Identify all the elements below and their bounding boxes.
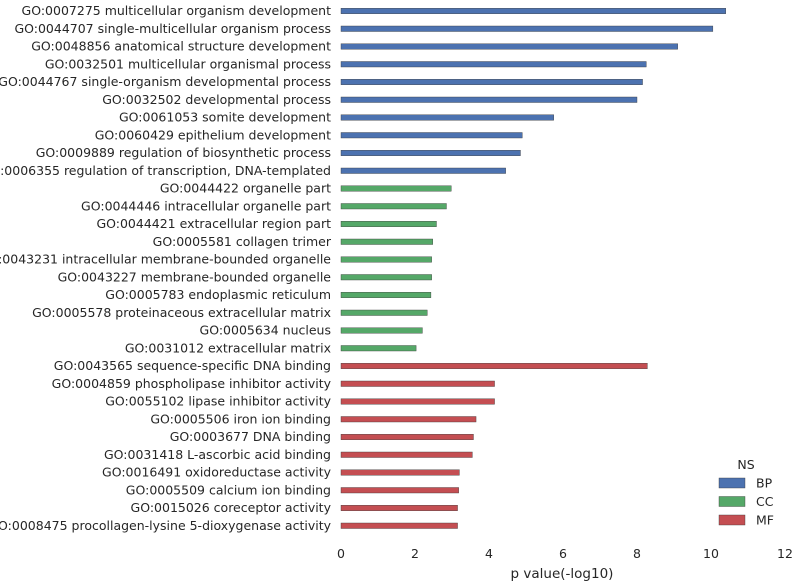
bar-bp: [340, 150, 521, 156]
category-label: GO:0044767 single-organism developmental…: [0, 74, 331, 89]
category-label: GO:0061053 somite development: [119, 110, 331, 125]
category-label: GO:0043227 membrane-bounded organelle: [58, 269, 332, 284]
category-label: GO:0043231 intracellular membrane-bounde…: [0, 252, 331, 267]
bar-bp: [340, 132, 523, 139]
x-tick-label: 12: [777, 546, 793, 561]
bar-mf: [340, 380, 495, 387]
bar-bp: [340, 114, 554, 121]
category-label: GO:0005506 iron ion binding: [150, 411, 331, 426]
category-label: GO:0005634 nucleus: [200, 323, 331, 338]
category-label: GO:0008475 procollagen-lysine 5-dioxygen…: [0, 518, 332, 533]
category-label: GO:0043565 sequence-specific DNA binding: [54, 358, 331, 373]
bar-cc: [340, 327, 423, 334]
bar-cc: [340, 274, 432, 281]
x-tick-label: 4: [485, 546, 493, 561]
category-label: GO:0003677 DNA binding: [170, 429, 331, 444]
category-label: GO:0031012 extracellular matrix: [125, 340, 331, 355]
bar-mf: [340, 505, 458, 511]
category-label: GO:0015026 coreceptor activity: [131, 500, 332, 515]
bar-cc: [340, 185, 452, 192]
category-label: GO:0044446 intracellular organelle part: [81, 198, 331, 213]
bar-cc: [340, 345, 417, 352]
bar-bp: [340, 167, 506, 174]
category-label: GO:0007275 multicellular organism develo…: [22, 3, 332, 18]
x-tick-label: 2: [411, 546, 419, 561]
category-label: GO:0060429 epithelium development: [95, 127, 331, 142]
category-label: GO:0055102 lipase inhibitor activity: [105, 394, 331, 409]
bar-mf: [340, 363, 648, 369]
bar-bp: [340, 8, 726, 14]
bar-cc: [340, 309, 428, 316]
category-label: GO:0009889 regulation of biosynthetic pr…: [36, 145, 331, 160]
legend-label-mf: MF: [756, 513, 774, 528]
bar-bp: [340, 25, 714, 32]
x-axis-ticks: 0 2 4 6 8 10 12: [337, 546, 793, 561]
bars: [340, 8, 726, 529]
category-label: GO:0005783 endoplasmic reticulum: [105, 287, 331, 302]
bar-mf: [340, 487, 459, 494]
category-label: GO:0044707 single-multicellular organism…: [14, 21, 331, 36]
legend-swatch-cc: [718, 496, 746, 507]
bar-mf: [340, 416, 477, 423]
x-axis-title: p value(-log10): [511, 566, 614, 582]
bar-mf: [340, 469, 460, 476]
category-label: GO:0005509 calcium ion binding: [126, 482, 331, 497]
bar-cc: [340, 238, 433, 245]
category-label: GO:0016491 oxidoreductase activity: [102, 465, 332, 480]
bar-bp: [340, 61, 647, 68]
bar-cc: [340, 256, 432, 263]
bar-mf: [340, 522, 458, 529]
x-tick-label: 6: [559, 546, 567, 561]
bar-mf: [340, 398, 495, 405]
category-label: GO:0048856 anatomical structure developm…: [31, 39, 331, 54]
x-tick-label: 0: [337, 546, 345, 561]
category-label: GO:0006355 regulation of transcription, …: [0, 163, 331, 178]
x-tick-label: 10: [703, 546, 719, 561]
category-label: GO:0044421 extracellular region part: [96, 216, 331, 231]
legend-swatch-mf: [718, 514, 746, 526]
category-labels: GO:0007275 multicellular organism develo…: [0, 3, 332, 533]
category-label: GO:0005581 collagen trimer: [153, 234, 332, 249]
x-tick-label: 8: [633, 546, 641, 561]
bar-bp: [340, 96, 638, 103]
bar-mf: [340, 451, 473, 458]
legend-title: NS: [737, 457, 754, 472]
legend-swatch-bp: [718, 477, 746, 489]
legend-label-bp: BP: [756, 476, 773, 491]
category-label: GO:0005578 proteinaceous extracellular m…: [32, 305, 331, 320]
bar-cc: [340, 292, 432, 298]
category-label: GO:0004859 phospholipase inhibitor activ…: [52, 376, 332, 391]
bar-bp: [340, 79, 643, 85]
legend-label-cc: CC: [756, 494, 774, 509]
bar-bp: [340, 43, 678, 50]
category-label: GO:0044422 organelle part: [160, 181, 331, 196]
legend: NS BP CC MF: [718, 457, 774, 528]
bar-cc: [340, 221, 437, 227]
category-label: GO:0031418 L-ascorbic acid binding: [104, 447, 331, 462]
category-label: GO:0032501 multicellular organismal proc…: [45, 56, 331, 71]
bar-cc: [340, 203, 447, 210]
bar-mf: [340, 434, 474, 440]
category-label: GO:0032502 developmental process: [102, 92, 331, 107]
